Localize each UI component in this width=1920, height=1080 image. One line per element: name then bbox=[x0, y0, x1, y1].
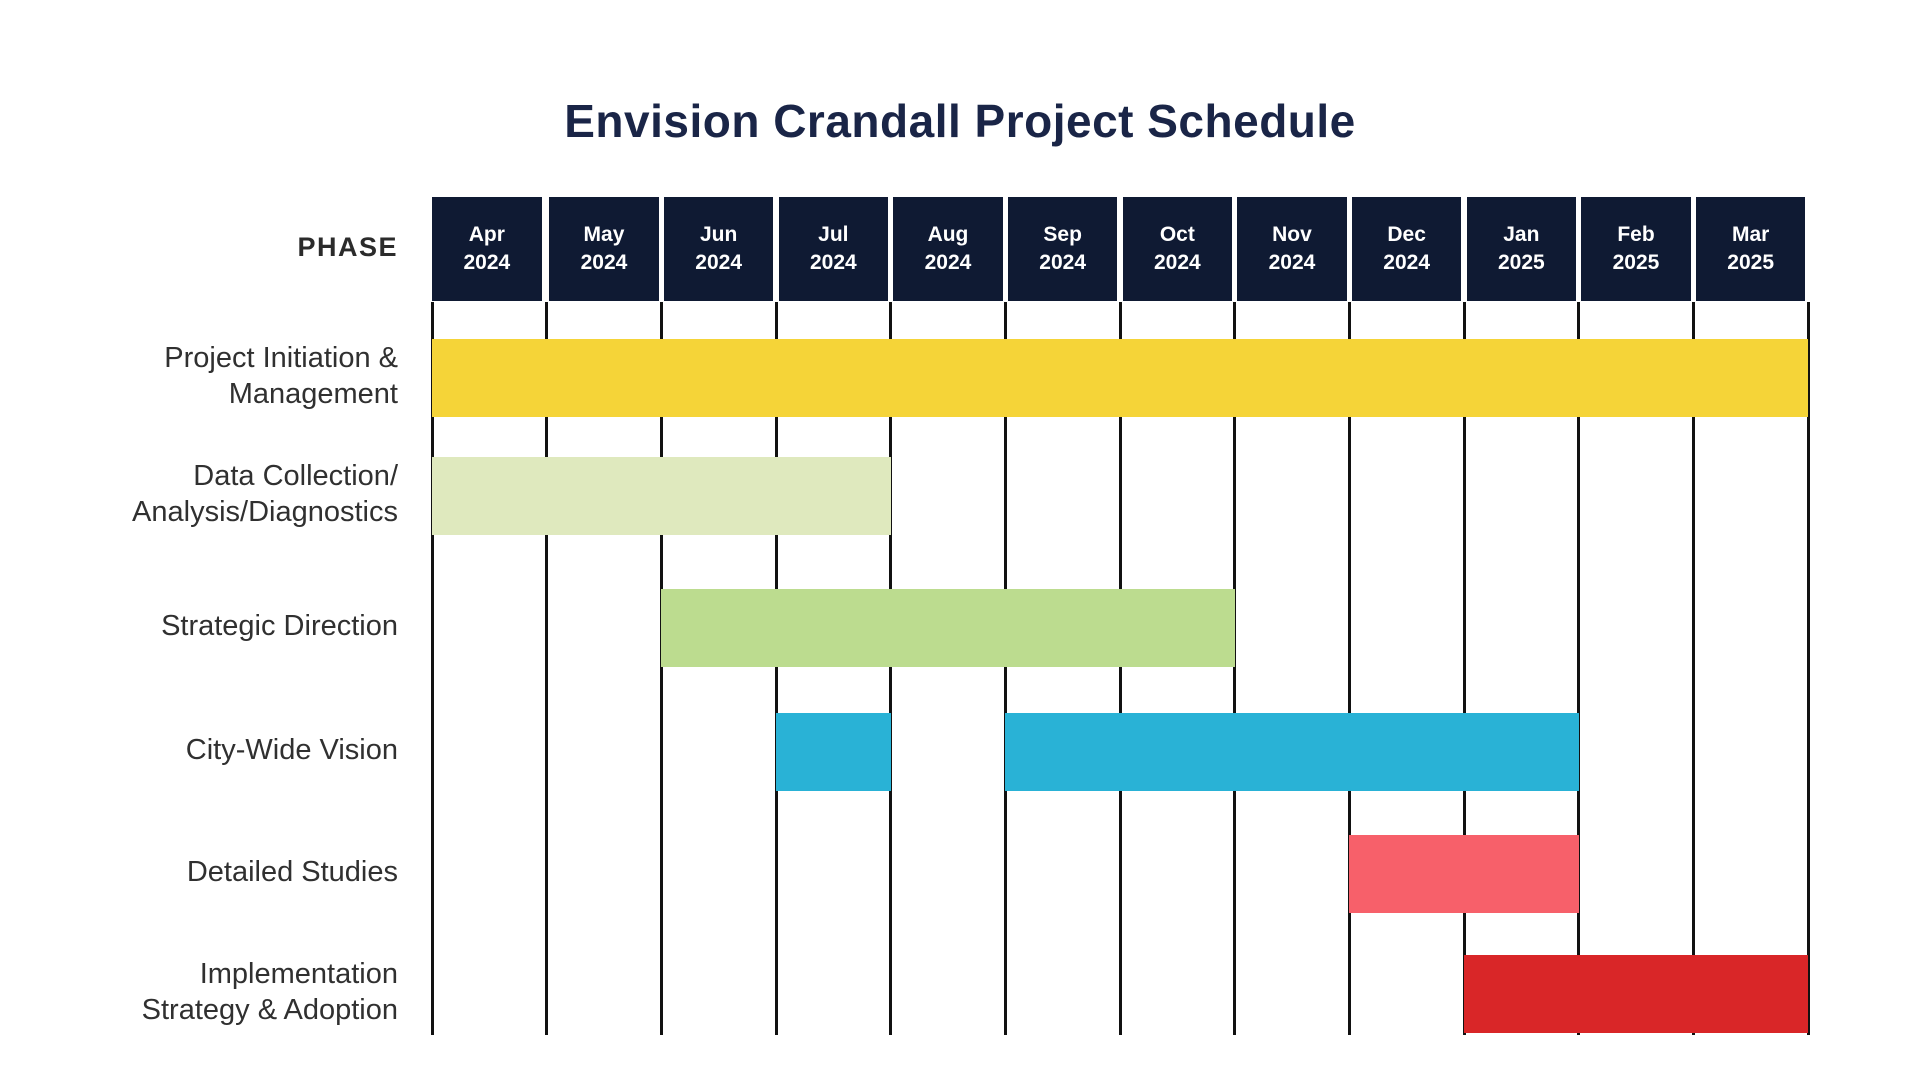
row-label-line: Data Collection/ bbox=[193, 460, 398, 493]
month-name: Jun bbox=[699, 222, 738, 246]
month-header-cell: Aug 2024 bbox=[893, 197, 1003, 301]
gantt-bar bbox=[776, 713, 891, 791]
month-year: 2024 bbox=[924, 251, 972, 274]
month-header-cell: Jun 2024 bbox=[663, 197, 774, 301]
row-label: Detailed Studies bbox=[38, 855, 398, 891]
month-header-cell: May 2024 bbox=[549, 197, 659, 301]
row-label-line: Implementation bbox=[199, 958, 398, 991]
row-label: Strategic Direction bbox=[38, 609, 398, 645]
month-header-cell: Sep 2024 bbox=[1007, 197, 1118, 301]
gantt-bar bbox=[1349, 835, 1579, 913]
month-name: Jan bbox=[1503, 222, 1540, 246]
month-header-cell: Jan 2025 bbox=[1466, 197, 1577, 301]
row-label: Data Collection/Analysis/Diagnostics bbox=[38, 459, 398, 531]
row-label: City-Wide Vision bbox=[38, 733, 398, 769]
month-year: 2024 bbox=[1383, 251, 1431, 274]
phase-column-label: PHASE bbox=[297, 232, 398, 262]
month-year: 2024 bbox=[1153, 251, 1201, 274]
month-header-cell: Oct 2024 bbox=[1122, 197, 1233, 301]
page-title: Envision Crandall Project Schedule bbox=[564, 95, 1356, 147]
month-header-cell: Apr 2024 bbox=[432, 197, 542, 301]
month-name: Feb bbox=[1617, 222, 1655, 246]
month-header-cell: Nov 2024 bbox=[1237, 197, 1347, 301]
month-name: Apr bbox=[468, 222, 505, 246]
grid-line bbox=[1691, 302, 1695, 1035]
row-label-line: Detailed Studies bbox=[186, 856, 398, 889]
month-header-cell: Dec 2024 bbox=[1351, 197, 1462, 301]
grid-line bbox=[1577, 302, 1581, 1035]
month-header-cell: Feb 2025 bbox=[1581, 197, 1691, 301]
row-label-line: Strategic Direction bbox=[161, 610, 398, 643]
month-year: 2024 bbox=[695, 251, 743, 274]
month-year: 2024 bbox=[809, 251, 857, 274]
grid-line bbox=[1233, 302, 1237, 1035]
grid-line bbox=[1806, 302, 1810, 1035]
gantt-bar bbox=[661, 589, 1235, 667]
row-label-line: Analysis/Diagnostics bbox=[132, 495, 398, 528]
month-name: Aug bbox=[927, 222, 969, 246]
month-name: May bbox=[583, 222, 625, 246]
month-year: 2025 bbox=[1612, 251, 1660, 274]
gantt-bar bbox=[432, 339, 1808, 417]
gantt-bar bbox=[432, 457, 891, 535]
grid-line bbox=[889, 302, 893, 1035]
month-year: 2024 bbox=[1268, 251, 1316, 274]
month-name: Dec bbox=[1387, 222, 1426, 246]
gantt-bar bbox=[1464, 955, 1808, 1033]
grid-line bbox=[1462, 302, 1466, 1035]
month-name: Jul bbox=[818, 222, 849, 246]
grid-line bbox=[659, 302, 663, 1035]
month-year: 2024 bbox=[1039, 251, 1087, 274]
month-name: Mar bbox=[1731, 222, 1770, 246]
month-header-cell: Mar 2025 bbox=[1695, 197, 1806, 301]
grid-line bbox=[430, 302, 434, 1035]
month-name: Oct bbox=[1159, 222, 1195, 246]
month-year: 2024 bbox=[463, 251, 511, 274]
month-name: Nov bbox=[1272, 222, 1312, 246]
row-label-line: City-Wide Vision bbox=[185, 734, 398, 767]
month-name: Sep bbox=[1043, 222, 1082, 246]
grid-line bbox=[774, 302, 778, 1035]
month-header-cell: Jul 2024 bbox=[778, 197, 889, 301]
grid-line bbox=[545, 302, 549, 1035]
row-label: Implementation Strategy & Adoption bbox=[38, 957, 398, 1029]
month-year: 2025 bbox=[1497, 251, 1545, 274]
grid-line bbox=[1347, 302, 1351, 1035]
grid-line bbox=[1003, 302, 1007, 1035]
gantt-bar bbox=[1005, 713, 1579, 791]
row-label-line: Management bbox=[228, 377, 398, 410]
row-label-line: Project Initiation & bbox=[164, 342, 398, 375]
grid-line bbox=[1118, 302, 1122, 1035]
row-label: Project Initiation & Management bbox=[38, 341, 398, 413]
row-label-line: Strategy & Adoption bbox=[141, 993, 398, 1026]
month-year: 2025 bbox=[1727, 251, 1775, 274]
month-year: 2024 bbox=[580, 251, 628, 274]
